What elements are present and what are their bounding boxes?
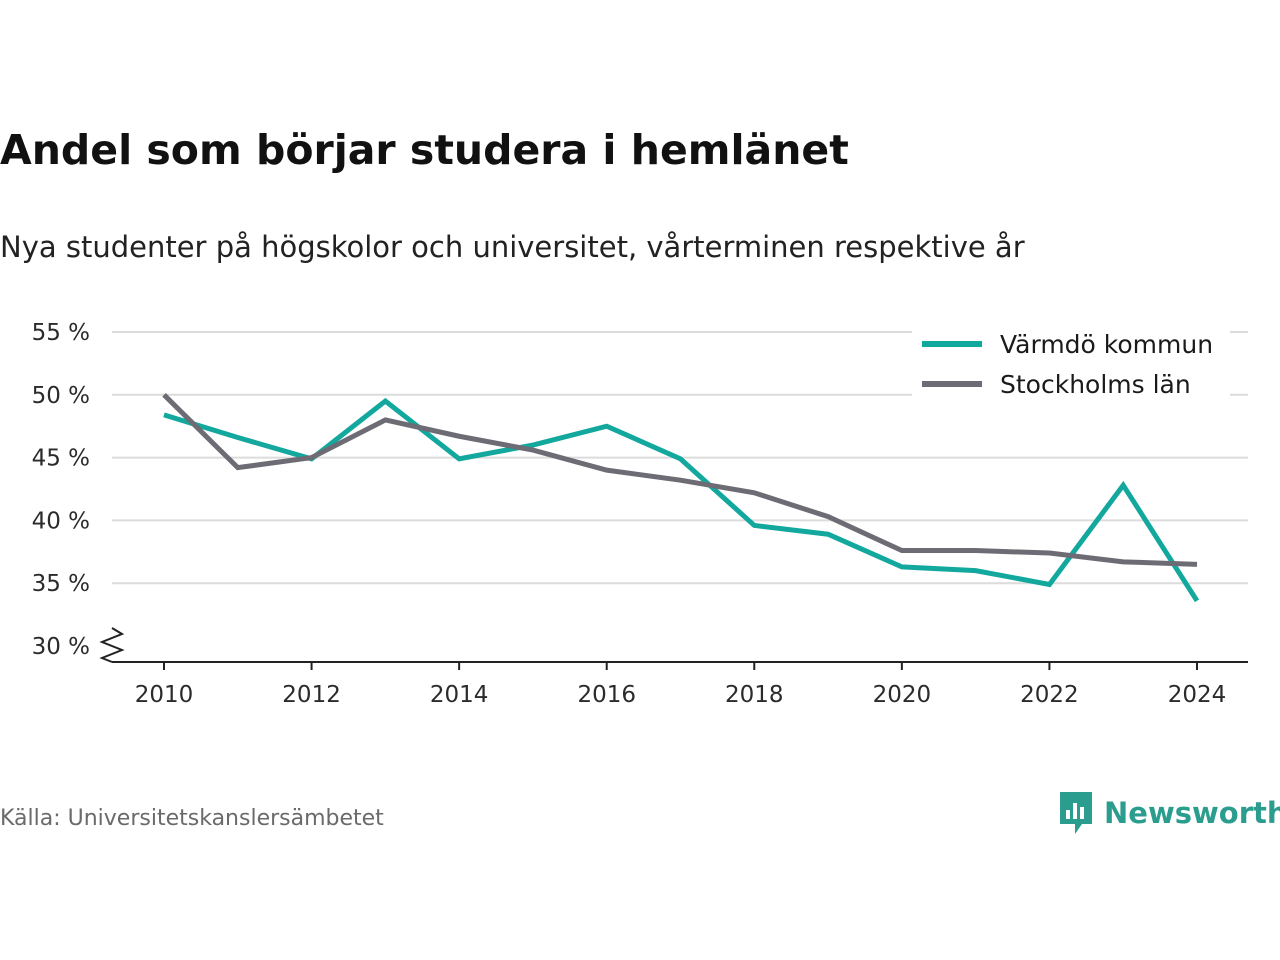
series-lines	[162, 393, 1200, 603]
legend-label: Värmdö kommun	[1000, 330, 1213, 359]
y-tick-label: 45 %	[32, 446, 90, 472]
y-tick-label: 55 %	[32, 320, 90, 346]
y-tick-label: 40 %	[32, 508, 90, 534]
brand-logo: Newsworthy	[1058, 790, 1280, 836]
x-tick-label: 2010	[135, 682, 194, 708]
chart-title: Andel som börjar studera i hemlänet	[0, 126, 849, 174]
series-line-1	[163, 397, 1200, 603]
y-tick-label: 30 %	[32, 634, 90, 660]
x-tick-label: 2018	[725, 682, 784, 708]
chart-subtitle: Nya studenter på högskolor och universit…	[0, 230, 1025, 264]
x-tick-label: 2022	[1020, 682, 1079, 708]
legend: Värmdö kommun Stockholms län	[912, 324, 1230, 412]
y-axis-break	[99, 627, 125, 663]
x-tick-label: 2024	[1168, 682, 1227, 708]
source-note: Källa: Universitetskanslersämbetet	[0, 806, 384, 831]
legend-background	[912, 324, 1230, 412]
x-tick-label: 2014	[430, 682, 489, 708]
y-tick-label: 35 %	[32, 571, 90, 597]
x-tick-label: 2020	[873, 682, 932, 708]
series-line-2	[162, 393, 1198, 567]
x-tick-label: 2012	[282, 682, 341, 708]
legend-label: Stockholms län	[1000, 370, 1191, 399]
bar-chart-speech-bubble-icon	[1060, 792, 1092, 834]
axes: 30 % 35 % 40 % 45 % 50 % 55 % 2010 2012 2014 2016…	[32, 320, 1248, 708]
y-tick-label: 50 %	[32, 383, 90, 409]
brand-name: Newsworthy	[1104, 796, 1280, 830]
x-tick-label: 2016	[577, 682, 636, 708]
